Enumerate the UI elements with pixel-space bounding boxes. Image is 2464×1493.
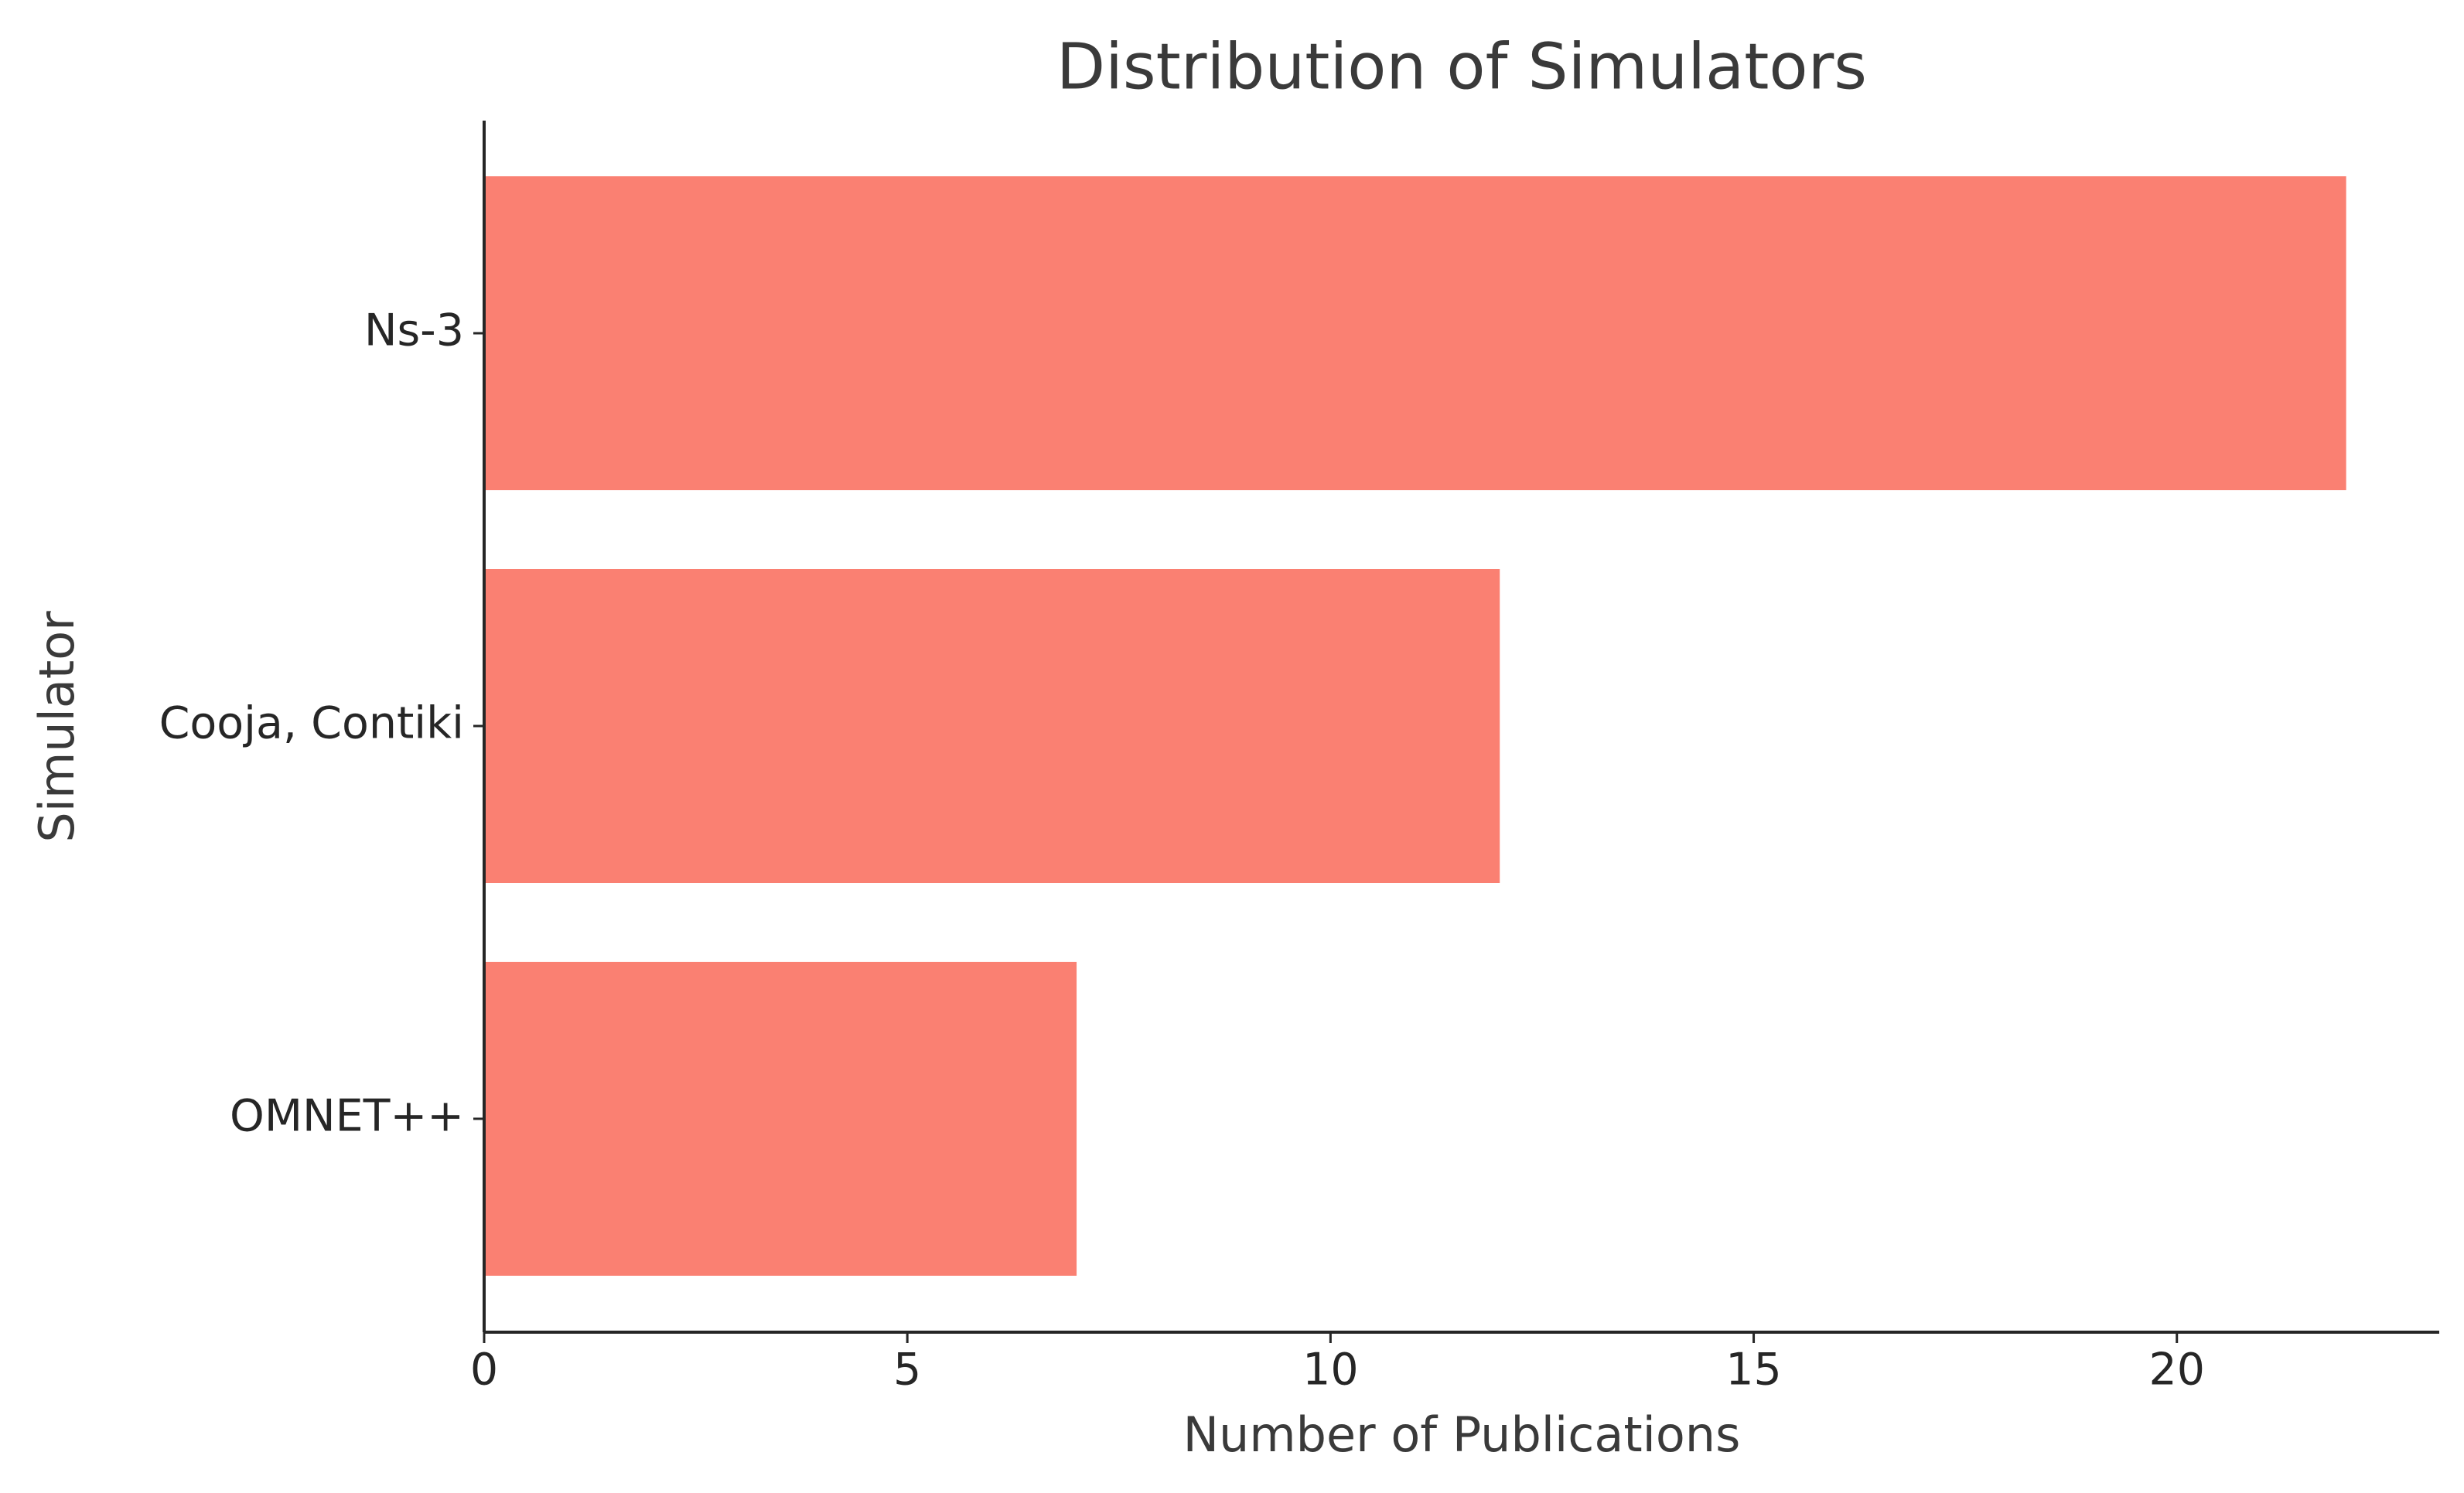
x-tick-label: 10 [1302,1345,1359,1396]
x-axis-label: Number of Publications [1183,1406,1741,1463]
y-tick-label: Cooja, Contiki [159,698,464,749]
bar [484,569,1500,883]
y-axis-label: Simulator [29,611,85,843]
x-tick-label: 20 [2148,1345,2205,1396]
x-tick-label: 0 [470,1345,498,1396]
chart-title: Distribution of Simulators [1056,30,1867,104]
y-tick-label: Ns-3 [364,305,464,356]
x-tick-label: 5 [893,1345,921,1396]
bar [484,176,2346,490]
bar [484,962,1077,1276]
x-tick-label: 15 [1725,1345,1782,1396]
y-tick-label: OMNET++ [230,1091,464,1142]
